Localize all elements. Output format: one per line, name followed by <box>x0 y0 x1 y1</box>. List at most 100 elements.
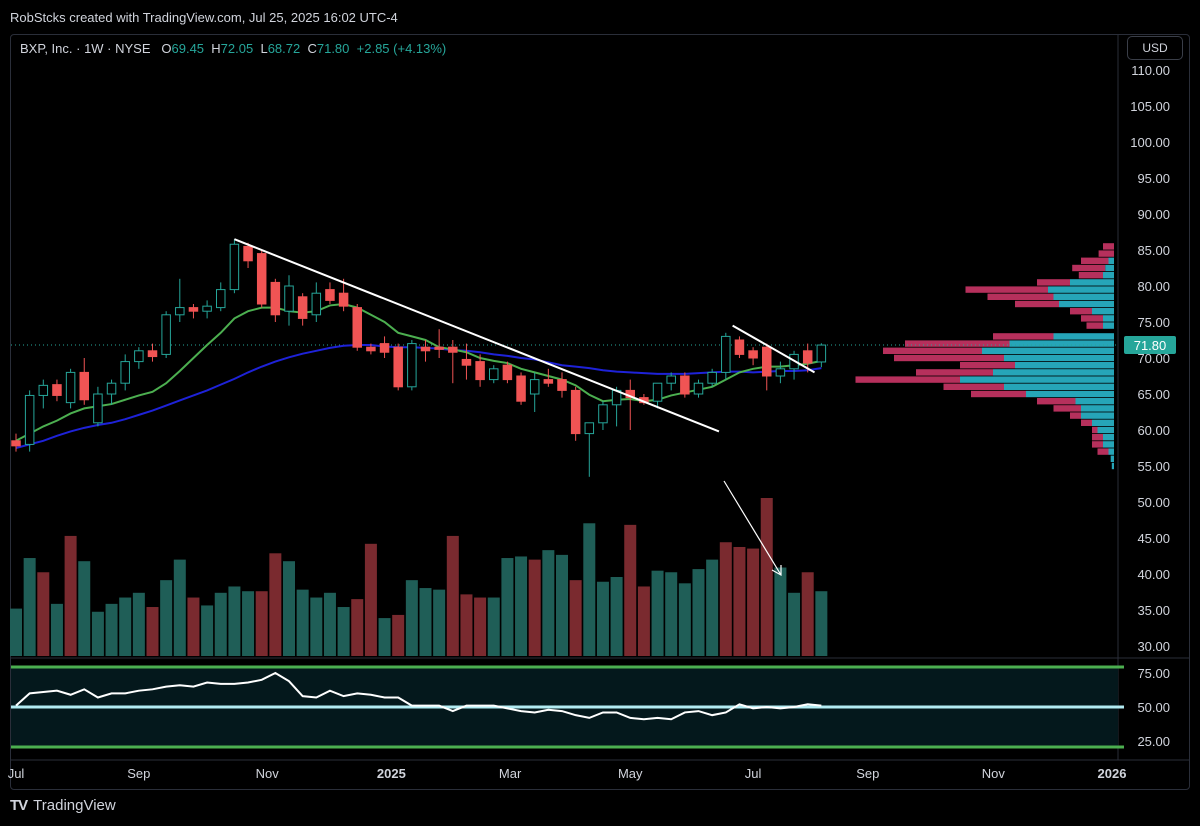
candle-body[interactable] <box>570 389 581 435</box>
candle-body[interactable] <box>734 339 745 355</box>
candle-body[interactable] <box>393 346 403 388</box>
candle-body[interactable] <box>270 281 281 316</box>
price-tick-label: 95.00 <box>1137 171 1170 186</box>
candle-body[interactable] <box>325 289 335 301</box>
candle-body[interactable] <box>11 440 21 447</box>
rsi-tick-label: 50.00 <box>1137 700 1170 715</box>
volume-bar <box>351 599 364 656</box>
volume-bar <box>364 543 377 656</box>
candle-body[interactable] <box>407 343 417 388</box>
volume-bar <box>337 607 350 656</box>
rsi-tick-label: 75.00 <box>1137 666 1170 681</box>
candle-body[interactable] <box>79 371 89 401</box>
volume-profile-up <box>1053 333 1114 340</box>
volume-bar <box>201 605 214 656</box>
footer-brand[interactable]: TV TradingView <box>10 797 116 814</box>
candle-body[interactable] <box>489 368 499 381</box>
candle-body[interactable] <box>161 314 171 355</box>
volume-profile-down <box>1053 405 1081 412</box>
candle-body[interactable] <box>666 375 676 384</box>
candle-body[interactable] <box>707 371 717 384</box>
candle-body[interactable] <box>24 394 35 445</box>
volume-profile-down <box>1092 426 1098 434</box>
candle-body[interactable] <box>147 350 158 358</box>
candle-body[interactable] <box>461 358 472 366</box>
volume-bar <box>173 559 186 656</box>
volume-bar <box>815 591 828 656</box>
candle-body[interactable] <box>516 375 526 402</box>
candle-body[interactable] <box>243 245 253 262</box>
volume-profile-down <box>965 286 1048 293</box>
candle-body[interactable] <box>680 375 690 395</box>
candle-body[interactable] <box>188 307 199 312</box>
candle-body[interactable] <box>721 335 731 373</box>
volume-bar <box>583 523 596 656</box>
volume-bar <box>651 570 664 656</box>
candle-body[interactable] <box>475 361 485 381</box>
volume-bar <box>692 569 705 656</box>
volume-profile-down <box>1092 441 1103 448</box>
volume-bar <box>747 548 760 656</box>
trendline[interactable] <box>234 238 720 433</box>
high-label: H <box>211 41 221 56</box>
candle-body[interactable] <box>693 382 704 395</box>
candle-body[interactable] <box>175 307 185 316</box>
candle-body[interactable] <box>379 343 390 353</box>
volume-profile-up <box>1026 390 1114 398</box>
candle-body[interactable] <box>802 350 813 364</box>
low-value: 68.72 <box>267 41 301 56</box>
candle-body[interactable] <box>434 346 444 350</box>
candle-body[interactable] <box>106 382 117 395</box>
candle-body[interactable] <box>598 404 608 424</box>
candle-body[interactable] <box>366 346 376 352</box>
candle-body[interactable] <box>284 285 294 312</box>
candle-body[interactable] <box>256 253 267 305</box>
candle-body[interactable] <box>134 350 144 363</box>
candle-body[interactable] <box>502 364 513 381</box>
volume-arrow-line[interactable] <box>723 480 782 576</box>
candle-body[interactable] <box>748 350 758 359</box>
volume-profile-down <box>1037 279 1070 286</box>
trendline[interactable] <box>732 324 816 374</box>
candle-body[interactable] <box>216 289 226 309</box>
candle-body[interactable] <box>816 344 827 363</box>
candle-body[interactable] <box>38 384 49 396</box>
candle-body[interactable] <box>543 379 554 384</box>
candle-body[interactable] <box>120 361 130 384</box>
volume-bar <box>105 603 118 656</box>
candle-body[interactable] <box>202 305 212 312</box>
volume-bar <box>419 588 432 656</box>
candle-body[interactable] <box>652 382 663 402</box>
candle-body[interactable] <box>297 296 308 319</box>
candle-body[interactable] <box>557 379 567 391</box>
close-label: C <box>307 41 317 56</box>
candle-body[interactable] <box>762 346 772 377</box>
symbol-legend[interactable]: BXP, Inc. · 1W · NYSE O69.45 H72.05 L68.… <box>20 41 446 56</box>
candle-body[interactable] <box>584 422 595 435</box>
volume-bar <box>405 580 418 656</box>
open-value: 69.45 <box>171 41 205 56</box>
volume-profile-up <box>1103 434 1114 441</box>
candle-body[interactable] <box>93 393 103 424</box>
price-tick-label: 35.00 <box>1137 603 1170 618</box>
volume-profile-down <box>855 376 960 383</box>
candle-body[interactable] <box>448 346 458 353</box>
volume-bar <box>446 535 459 656</box>
volume-profile-down <box>894 354 1004 362</box>
candle-body[interactable] <box>775 368 786 377</box>
candle-body[interactable] <box>529 379 540 395</box>
candle-body[interactable] <box>52 384 62 396</box>
candle-body[interactable] <box>352 307 362 348</box>
low-label: L <box>260 41 268 56</box>
candle-body[interactable] <box>420 346 431 352</box>
candle-body[interactable] <box>311 292 322 316</box>
volume-bar <box>255 591 268 656</box>
candle-body[interactable] <box>338 292 349 307</box>
change-value: +2.85 (+4.13%) <box>356 41 447 56</box>
currency-button[interactable]: USD <box>1127 36 1183 60</box>
candle-body[interactable] <box>229 243 240 291</box>
volume-profile-up <box>1105 264 1114 272</box>
volume-profile-down <box>1092 434 1103 441</box>
candle-body[interactable] <box>65 371 76 404</box>
